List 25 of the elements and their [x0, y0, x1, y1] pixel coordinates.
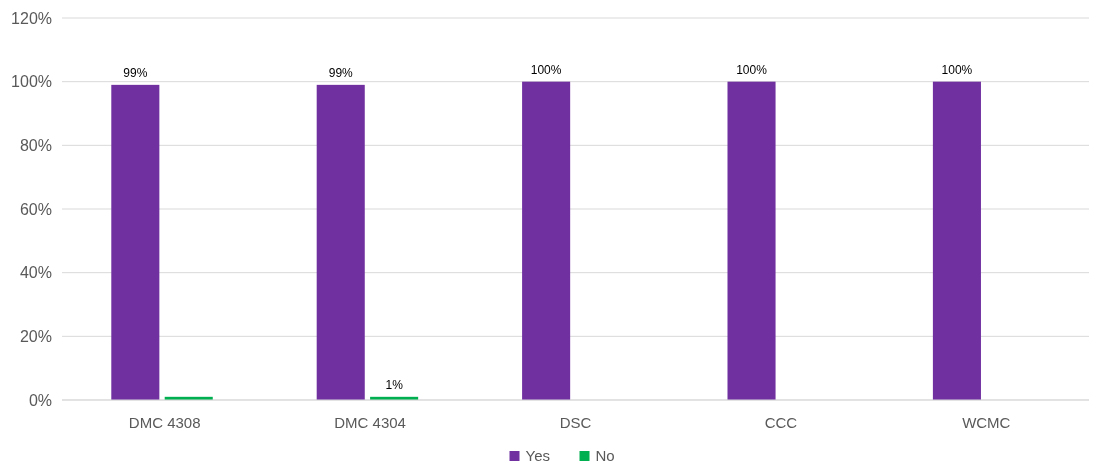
- data-label: 100%: [941, 62, 973, 77]
- bar: [727, 81, 776, 400]
- y-tick-label: 100%: [11, 73, 52, 91]
- x-tick-label: DMC 4308: [128, 414, 201, 431]
- bar: [522, 81, 571, 400]
- x-tick-label: CCC: [764, 414, 798, 431]
- data-label: 1%: [385, 377, 404, 392]
- y-tick-label: 20%: [19, 327, 52, 345]
- y-tick-label: 80%: [19, 136, 52, 154]
- data-label: 99%: [123, 65, 148, 80]
- x-tick-label: DMC 4304: [334, 414, 406, 431]
- legend-label: Yes: [525, 447, 550, 464]
- y-tick-label: 120%: [11, 9, 52, 27]
- y-tick-label: 40%: [19, 264, 52, 282]
- bar: [316, 84, 365, 400]
- x-tick-label: DSC: [559, 414, 592, 431]
- x-tick-label: WCMC: [962, 414, 1011, 431]
- y-tick-label: 0%: [28, 391, 52, 409]
- data-label: 99%: [328, 65, 354, 80]
- legend-label: No: [595, 447, 615, 464]
- data-label: 100%: [736, 62, 768, 77]
- data-label: 100%: [530, 62, 562, 77]
- y-tick-label: 60%: [19, 200, 52, 218]
- bar: [932, 81, 981, 400]
- bar: [111, 84, 160, 400]
